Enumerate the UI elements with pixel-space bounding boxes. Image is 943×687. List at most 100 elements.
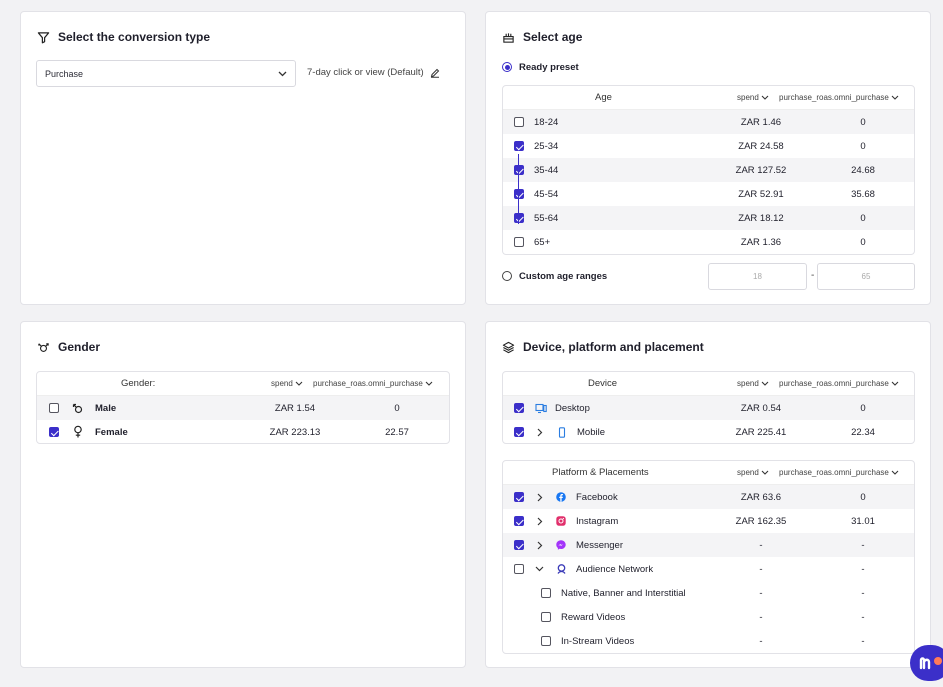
platform-checkbox[interactable] <box>514 516 524 526</box>
age-row[interactable]: 65+ ZAR 1.36 0 <box>503 230 914 254</box>
placement-roas: - <box>861 587 865 599</box>
device-row-mobile[interactable]: Mobile ZAR 225.41 22.34 <box>503 420 914 443</box>
age-checkbox[interactable] <box>514 237 524 247</box>
chevron-right-icon[interactable] <box>537 541 543 550</box>
chevron-right-icon[interactable] <box>537 493 543 502</box>
gender-row-female[interactable]: Female ZAR 223.13 22.57 <box>37 420 449 443</box>
age-row[interactable]: 35-44 ZAR 127.52 24.68 <box>503 158 914 182</box>
chevron-right-icon[interactable] <box>537 428 543 437</box>
custom-age-radio[interactable] <box>502 271 512 281</box>
age-row[interactable]: 55-64 ZAR 18.12 0 <box>503 206 914 230</box>
age-label: 25-34 <box>534 140 559 152</box>
roas-sort-header[interactable]: purchase_roas.omni_purchase <box>779 93 899 102</box>
gender-checkbox[interactable] <box>49 427 59 437</box>
custom-age-from-input[interactable]: 18 <box>708 263 807 290</box>
gender-checkbox[interactable] <box>49 403 59 413</box>
age-checkbox[interactable] <box>514 213 524 223</box>
roas-header-text: purchase_roas.omni_purchase <box>779 468 889 477</box>
chevron-down-icon <box>761 470 769 475</box>
age-row[interactable]: 45-54 ZAR 52.91 35.68 <box>503 182 914 206</box>
platform-checkbox[interactable] <box>514 492 524 502</box>
roas-sort-header[interactable]: purchase_roas.omni_purchase <box>779 468 899 477</box>
age-spend: ZAR 18.12 <box>738 212 784 224</box>
placement-checkbox[interactable] <box>541 588 551 598</box>
age-spend: ZAR 24.58 <box>738 140 784 152</box>
platform-row-audience-network[interactable]: Audience Network - - <box>503 557 914 581</box>
ready-preset-radio[interactable] <box>502 62 512 72</box>
platform-col-header: Platform & Placements <box>552 467 649 478</box>
gender-row-male[interactable]: Male ZAR 1.54 0 <box>37 396 449 420</box>
spend-header-text: spend <box>737 93 759 102</box>
platform-roas: 31.01 <box>851 515 875 527</box>
spend-sort-header[interactable]: spend <box>737 468 769 477</box>
female-icon <box>74 425 82 438</box>
conversion-type-select[interactable]: Purchase <box>36 60 296 87</box>
attribution-window[interactable]: 7-day click or view (Default) <box>307 67 440 78</box>
platform-spend: ZAR 63.6 <box>740 491 782 503</box>
placement-row-native-banner[interactable]: Native, Banner and Interstitial - - <box>503 581 914 605</box>
device-table-header: Device spend purchase_roas.omni_purchase <box>503 372 914 396</box>
device-card-title: Device, platform and placement <box>502 340 704 354</box>
age-card: Select age Ready preset Age spend purcha… <box>485 11 931 305</box>
device-spend: ZAR 225.41 <box>735 426 787 438</box>
chevron-down-icon <box>295 381 303 386</box>
device-checkbox[interactable] <box>514 427 524 437</box>
age-row[interactable]: 18-24 ZAR 1.46 0 <box>503 110 914 134</box>
placement-checkbox[interactable] <box>541 636 551 646</box>
placement-checkbox[interactable] <box>541 612 551 622</box>
device-title-text: Device, platform and placement <box>523 340 704 354</box>
age-row[interactable]: 25-34 ZAR 24.58 0 <box>503 134 914 158</box>
placement-row-reward-videos[interactable]: Reward Videos - - <box>503 605 914 629</box>
conversion-card: Select the conversion type Purchase 7-da… <box>20 11 466 305</box>
platform-checkbox[interactable] <box>514 540 524 550</box>
chat-logo-icon <box>919 657 942 670</box>
age-roas: 35.68 <box>851 188 875 200</box>
age-card-title: Select age <box>502 30 582 44</box>
placement-row-instream-videos[interactable]: In-Stream Videos - - <box>503 629 914 653</box>
gender-icon <box>38 342 49 352</box>
age-table: Age spend purchase_roas.omni_purchase 18… <box>502 85 915 255</box>
age-roas: 0 <box>860 140 866 152</box>
age-checkbox[interactable] <box>514 165 524 175</box>
device-roas: 22.34 <box>851 426 875 438</box>
gender-spend: ZAR 1.54 <box>274 402 316 414</box>
chevron-down-icon <box>761 95 769 100</box>
gender-title-text: Gender <box>58 340 101 354</box>
spend-sort-header[interactable]: spend <box>271 379 303 388</box>
chevron-down-icon <box>278 71 287 76</box>
conversion-card-title: Select the conversion type <box>37 30 210 44</box>
age-title-text: Select age <box>523 30 583 44</box>
custom-age-to-input[interactable]: 65 <box>817 263 915 290</box>
age-label: 18-24 <box>534 116 559 128</box>
age-range-connector <box>518 154 519 224</box>
age-roas: 0 <box>860 212 866 224</box>
edit-icon[interactable] <box>430 68 440 78</box>
spend-sort-header[interactable]: spend <box>737 379 769 388</box>
chevron-right-icon[interactable] <box>537 517 543 526</box>
chevron-down-icon[interactable] <box>535 566 544 572</box>
platform-row-facebook[interactable]: Facebook ZAR 63.6 0 <box>503 485 914 509</box>
device-row-desktop[interactable]: Desktop ZAR 0.54 0 <box>503 396 914 420</box>
device-card: Device, platform and placement Device sp… <box>485 321 931 668</box>
age-checkbox[interactable] <box>514 117 524 127</box>
device-checkbox[interactable] <box>514 403 524 413</box>
conversion-title-text: Select the conversion type <box>58 30 211 44</box>
roas-sort-header[interactable]: purchase_roas.omni_purchase <box>313 379 433 388</box>
chat-widget-button[interactable] <box>910 645 943 681</box>
platform-spend: - <box>759 563 763 575</box>
platform-row-messenger[interactable]: Messenger - - <box>503 533 914 557</box>
platform-roas: - <box>861 563 865 575</box>
gender-card: Gender Gender: spend purchase_roas.omni_… <box>20 321 466 668</box>
age-spend: ZAR 127.52 <box>735 164 787 176</box>
facebook-icon <box>556 492 566 502</box>
platform-label: Instagram <box>576 515 619 527</box>
platform-row-instagram[interactable]: Instagram ZAR 162.35 31.01 <box>503 509 914 533</box>
platform-checkbox[interactable] <box>514 564 524 574</box>
spend-header-text: spend <box>271 379 293 388</box>
roas-sort-header[interactable]: purchase_roas.omni_purchase <box>779 379 899 388</box>
age-checkbox[interactable] <box>514 189 524 199</box>
age-checkbox[interactable] <box>514 141 524 151</box>
chevron-down-icon <box>891 95 899 100</box>
spend-sort-header[interactable]: spend <box>737 93 769 102</box>
age-label: 55-64 <box>534 212 559 224</box>
